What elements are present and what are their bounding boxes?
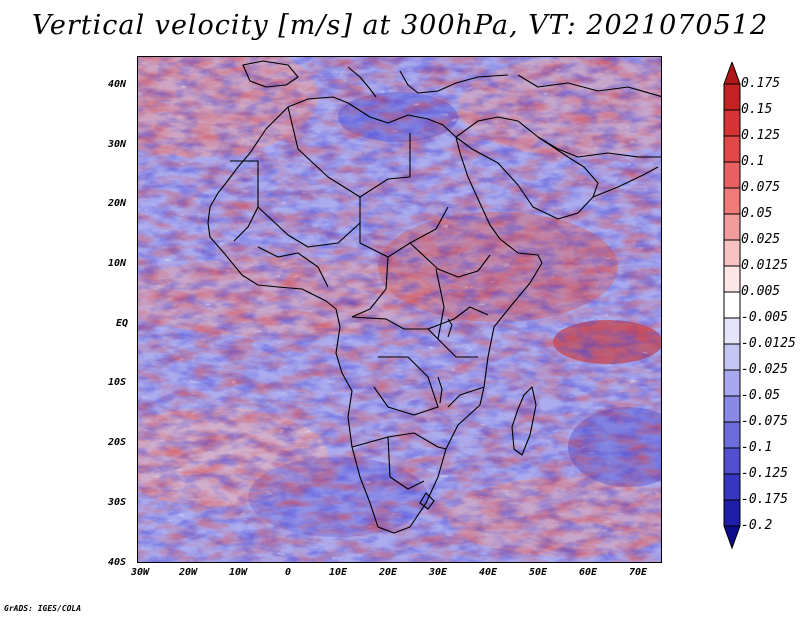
lon-label: 60E xyxy=(578,567,598,578)
colorbar-label: 0.005 xyxy=(741,284,781,299)
colorbar-cell xyxy=(723,473,741,501)
colorbar-cell xyxy=(723,395,741,423)
africa-coastline xyxy=(207,96,543,534)
colorbar-label: -0.075 xyxy=(741,414,788,429)
colorbar-cell xyxy=(723,421,741,449)
lat-label: 40S xyxy=(108,557,127,568)
colorbar-label: -0.0125 xyxy=(741,336,796,351)
colorbar-cell xyxy=(723,317,741,345)
colorbar-label: 0.0125 xyxy=(741,258,788,273)
lat-label: 30N xyxy=(108,139,127,150)
colorbar-label: -0.05 xyxy=(741,388,781,403)
colorbar-cell xyxy=(723,109,741,137)
lat-label: 20N xyxy=(108,198,127,209)
colorbar-cell xyxy=(723,343,741,371)
colorbar-label: 0.1 xyxy=(741,154,765,169)
colorbar-cell xyxy=(723,291,741,319)
colorbar-label: -0.125 xyxy=(741,466,788,481)
colorbar-cell xyxy=(723,135,741,163)
colorbar-label: 0.05 xyxy=(741,206,773,221)
lon-label: 0 xyxy=(284,567,292,578)
colorbar-label: -0.1 xyxy=(741,440,773,455)
colorbar-cell xyxy=(723,187,741,215)
lat-label: 30S xyxy=(108,497,127,508)
arabia-coastline xyxy=(455,116,599,220)
colorbar-cell xyxy=(723,83,741,111)
lon-label: 20E xyxy=(378,567,398,578)
colorbar-label: -0.005 xyxy=(741,310,788,325)
lon-label: 40E xyxy=(478,567,498,578)
colorbar-cell xyxy=(723,213,741,241)
lon-label: 50E xyxy=(528,567,548,578)
lon-label: 20W xyxy=(178,567,198,578)
colorbar-cell xyxy=(723,265,741,293)
colorbar xyxy=(723,62,741,550)
colorbar-cell xyxy=(723,239,741,267)
lat-label: 20S xyxy=(108,437,127,448)
colorbar-label: -0.2 xyxy=(741,518,773,533)
lon-label: 10E xyxy=(328,567,348,578)
colorbar-label: 0.025 xyxy=(741,232,781,247)
lat-label: EQ xyxy=(116,318,129,329)
colorbar-cell xyxy=(723,161,741,189)
map-panel xyxy=(137,56,662,563)
colorbar-cap-top xyxy=(723,62,741,85)
colorbar-cell xyxy=(723,499,741,527)
colorbar-cell xyxy=(723,369,741,397)
colorbar-label: 0.125 xyxy=(741,128,781,143)
lat-label: 10S xyxy=(108,377,127,388)
velocity-field xyxy=(138,57,661,562)
lat-label: 40N xyxy=(108,79,127,90)
colorbar-label: -0.175 xyxy=(741,492,788,507)
map-title: Vertical velocity [m/s] at 300hPa, VT: 2… xyxy=(31,10,769,41)
colorbar-cap-bottom xyxy=(723,525,741,550)
lon-label: 70E xyxy=(628,567,648,578)
lat-label: 10N xyxy=(108,258,127,269)
colorbar-label: 0.075 xyxy=(741,180,781,195)
madagascar-coastline xyxy=(511,386,537,456)
lon-label: 10W xyxy=(228,567,248,578)
colorbar-label: 0.175 xyxy=(741,76,781,91)
colorbar-label: 0.15 xyxy=(741,102,773,117)
lon-label: 30W xyxy=(130,567,150,578)
lon-label: 30E xyxy=(428,567,448,578)
colorbar-label: -0.025 xyxy=(741,362,788,377)
credit-text: GrADS: IGES/COLA xyxy=(4,604,82,613)
colorbar-cell xyxy=(723,447,741,475)
